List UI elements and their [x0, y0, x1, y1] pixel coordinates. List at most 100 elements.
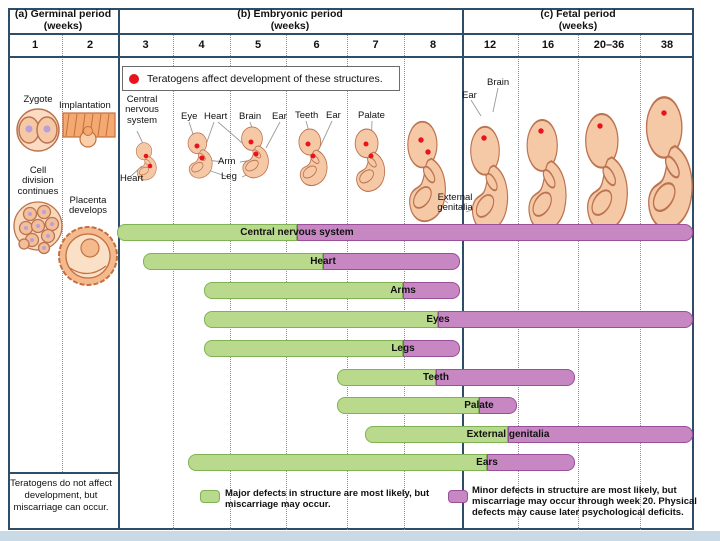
- zygote-label: Zygote: [23, 94, 53, 105]
- bar-label: Heart: [310, 255, 336, 267]
- bottom-strip: [0, 531, 720, 541]
- minor-defect-segment: [436, 369, 575, 386]
- week-label-38: 38: [660, 39, 674, 51]
- heart-week3-label: Heart: [120, 173, 144, 184]
- week-label-20–36: 20–36: [593, 39, 625, 51]
- cell-division-label: Cell division continues: [17, 165, 59, 197]
- major-defect-segment: [365, 426, 508, 443]
- minor-defect-segment: [508, 426, 693, 443]
- bar-arms: Arms: [204, 282, 460, 299]
- major-defect-segment: [143, 253, 323, 270]
- minor-defect-segment: [297, 224, 693, 241]
- minor-defect-segment: [403, 340, 460, 357]
- ear-label: Ear: [272, 111, 287, 122]
- week-label-8: 8: [429, 39, 437, 51]
- bar-ears: Ears: [188, 454, 575, 471]
- embryonic-period-title: (b) Embryonic period: [237, 7, 343, 20]
- section-boundary-line: [118, 8, 120, 530]
- major-defect-segment: [337, 369, 436, 386]
- purple-legend-text: Minor defects in structure are most like…: [472, 485, 697, 519]
- week-label-16: 16: [541, 39, 555, 51]
- germinal-bottom-note: Teratogens do not affect development, bu…: [10, 478, 112, 513]
- week-label-12: 12: [483, 39, 497, 51]
- major-defect-segment: [188, 454, 487, 471]
- major-defect-segment: [204, 282, 403, 299]
- major-defect-segment: [204, 340, 403, 357]
- brain-fetal-label: Brain: [487, 77, 510, 88]
- header-divider-line: [8, 33, 694, 35]
- week-label-5: 5: [254, 39, 262, 51]
- arm-label: Arm: [218, 156, 236, 167]
- bar-heart: Heart: [143, 253, 460, 270]
- week-label-2: 2: [86, 39, 94, 51]
- week-grid-line: [230, 33, 231, 530]
- bar-label: Eyes: [426, 313, 450, 325]
- bar-teeth: Teeth: [337, 369, 575, 386]
- major-defect-segment: [204, 311, 438, 328]
- external-genitalia-label: External genitalia: [437, 192, 473, 214]
- week-label-4: 4: [198, 39, 205, 51]
- week-grid-line: [640, 33, 641, 530]
- week-grid-line: [173, 33, 174, 530]
- bar-label: Central nervous system: [240, 226, 354, 238]
- germinal-note-divider-line: [8, 472, 118, 474]
- table-frame: [8, 8, 694, 530]
- weekrow-divider-line: [8, 56, 694, 58]
- bar-label: External genitalia: [466, 428, 550, 440]
- fetal-period-subtitle: (weeks): [558, 19, 598, 32]
- week-grid-line: [347, 33, 348, 530]
- week-grid-line: [518, 33, 519, 530]
- palate-label: Palate: [358, 110, 385, 121]
- bar-label: Palate: [464, 399, 494, 411]
- bar-legs: Legs: [204, 340, 460, 357]
- header-fetal-period: (c) Fetal period (weeks): [462, 8, 694, 33]
- red-dot-icon: [129, 73, 139, 84]
- brain-label: Brain: [239, 111, 262, 122]
- bar-label: Teeth: [423, 371, 449, 383]
- leg-label: Leg: [221, 171, 237, 182]
- bar-label: Legs: [391, 342, 415, 354]
- minor-defect-segment: [438, 311, 693, 328]
- minor-defect-segment: [403, 282, 460, 299]
- minor-defect-segment: [479, 397, 517, 414]
- germinal-period-subtitle: (weeks): [43, 19, 83, 32]
- placenta-label: Placenta develops: [68, 195, 108, 217]
- week-grid-line: [404, 33, 405, 530]
- bar-external-genitalia: External genitalia: [365, 426, 693, 443]
- major-defect-segment: [337, 397, 479, 414]
- minor-defect-segment: [487, 454, 575, 471]
- week-label-1: 1: [31, 39, 39, 51]
- eye-label: Eye: [181, 111, 198, 122]
- bar-label: Arms: [390, 284, 416, 296]
- week-grid-line: [286, 33, 287, 530]
- header-embryonic-period: (b) Embryonic period (weeks): [118, 8, 462, 33]
- bar-palate: Palate: [337, 397, 517, 414]
- teratogen-note-text: Teratogens affect development of these s…: [147, 72, 383, 85]
- bar-central-nervous-system: Central nervous system: [117, 224, 693, 241]
- ear-week6-label: Ear: [326, 110, 341, 121]
- week-grid-line: [62, 33, 63, 472]
- week-label-3: 3: [142, 39, 149, 51]
- teratogen-note-box: Teratogens affect development of these s…: [122, 66, 400, 91]
- purple-legend-swatch: [448, 490, 468, 503]
- teeth-label: Teeth: [295, 110, 319, 121]
- bar-label: Ears: [476, 456, 498, 468]
- header-germinal-period: (a) Germinal period (weeks): [8, 8, 118, 33]
- green-legend-swatch: [200, 490, 220, 503]
- ear-fetal-label: Ear: [462, 90, 477, 101]
- week-label-7: 7: [372, 39, 379, 51]
- germinal-period-title: (a) Germinal period: [14, 7, 112, 20]
- fetal-period-title: (c) Fetal period: [540, 7, 616, 20]
- section-boundary-line: [462, 8, 464, 530]
- cns-label: Central nervous system: [125, 94, 159, 126]
- bar-eyes: Eyes: [204, 311, 693, 328]
- heart-label: Heart: [204, 111, 228, 122]
- implantation-label: Implantation: [59, 100, 111, 111]
- embryonic-period-subtitle: (weeks): [270, 19, 310, 32]
- week-number-row: 1 2 3 4 5 6 7 8 12 16 20–36 38: [0, 33, 720, 57]
- minor-defect-segment: [323, 253, 460, 270]
- week-grid-line: [578, 33, 579, 530]
- week-label-6: 6: [313, 39, 320, 51]
- green-legend-text: Major defects in structure are most like…: [225, 488, 430, 511]
